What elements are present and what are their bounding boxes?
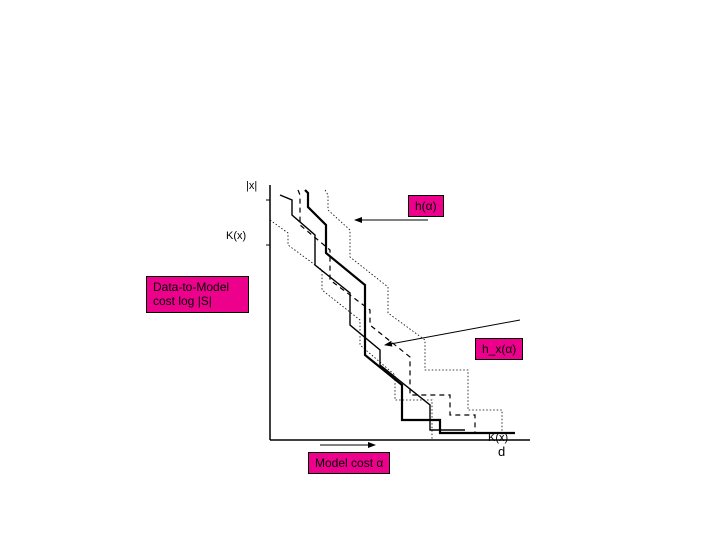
curve-solid-heavy — [305, 190, 515, 433]
axis-label-y-mid: K(x) — [226, 230, 246, 242]
curve-solid-main — [280, 195, 465, 430]
axis-label-y-top: |x| — [246, 180, 257, 192]
arrow-hx-alpha — [385, 320, 520, 345]
label-data-to-model-line2: cost log |S| — [153, 294, 212, 308]
curve-dotted-lower — [325, 190, 502, 440]
label-data-to-model: Data-to-Model cost log |S| — [146, 276, 249, 313]
chart-svg — [260, 175, 540, 455]
curve-dotted-upper — [270, 220, 432, 440]
label-data-to-model-line1: Data-to-Model — [153, 280, 229, 294]
curve-dashed — [298, 190, 475, 433]
chart-area — [260, 175, 520, 430]
label-model-cost: Model cost α — [308, 452, 390, 474]
